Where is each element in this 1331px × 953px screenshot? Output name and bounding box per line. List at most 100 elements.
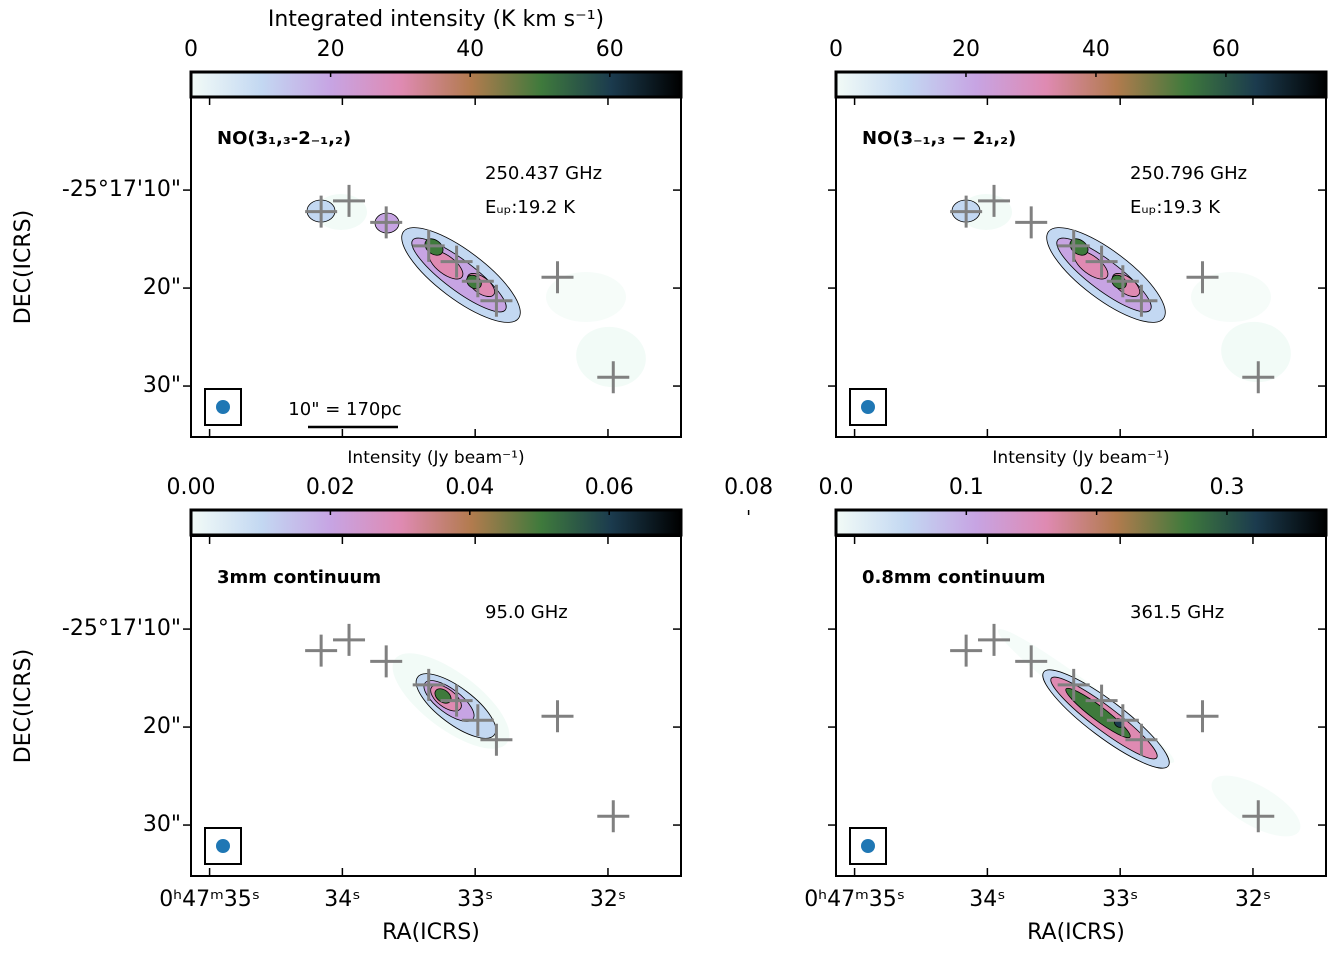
line-label: NO(3₋₁,₃ − 2₁,₂) xyxy=(862,128,1016,149)
panel-frame xyxy=(190,535,682,877)
y-tick-label: 30" xyxy=(143,373,181,398)
source-marker xyxy=(305,195,338,228)
y-tick-label: 30" xyxy=(143,812,181,837)
colorbar-tick-label: 0.02 xyxy=(306,475,355,500)
colorbar xyxy=(834,508,1328,537)
source-marker xyxy=(1085,245,1118,278)
colorbar-tick-label: 40 xyxy=(1082,37,1110,62)
frequency: 361.5 GHz xyxy=(1130,602,1224,623)
y-tick-label: 20" xyxy=(143,714,181,739)
source-marker xyxy=(1242,361,1275,394)
colorbar-label: Integrated intensity (K km s⁻¹) xyxy=(268,7,604,32)
source-marker xyxy=(597,361,630,394)
source-marker xyxy=(1015,206,1048,239)
x-axis-label: RA(ICRS) xyxy=(1027,920,1125,945)
upper-energy: Eᵤₚ:19.2 K xyxy=(485,197,576,218)
x-tick-label: 34ˢ xyxy=(969,887,1005,912)
line-label: NO(3₁,₃-2₋₁,₂) xyxy=(217,128,351,149)
source-marker xyxy=(541,261,574,294)
panel-frame xyxy=(190,96,682,438)
source-marker xyxy=(1186,700,1219,733)
scale-bar-label: 10" = 170pc xyxy=(288,399,401,420)
colorbar-tick-label: 0.04 xyxy=(445,475,494,500)
frequency: 250.437 GHz xyxy=(485,163,602,184)
emission-blob xyxy=(546,272,626,322)
source-marker xyxy=(370,206,403,239)
x-tick-label: 33ˢ xyxy=(457,887,493,912)
source-marker xyxy=(333,623,366,656)
source-marker xyxy=(1057,668,1090,701)
frequency: 250.796 GHz xyxy=(1130,163,1247,184)
x-tick-label: 32ˢ xyxy=(590,887,626,912)
beam xyxy=(861,400,875,414)
beam xyxy=(216,839,230,853)
emission-blob xyxy=(576,326,646,388)
x-tick-label: 34ˢ xyxy=(324,887,360,912)
colorbar-tick-label: 0.06 xyxy=(585,475,634,500)
emission-blob xyxy=(1221,321,1291,383)
source-marker xyxy=(412,668,445,701)
line-label: 0.8mm continuum xyxy=(862,567,1046,588)
colorbar-tick-label: 0.00 xyxy=(167,475,216,500)
emission xyxy=(997,629,1301,837)
source-marker xyxy=(978,184,1011,217)
x-tick-label: 32ˢ xyxy=(1235,887,1271,912)
beam-box xyxy=(849,827,887,865)
source-marker xyxy=(440,684,473,717)
source-marker xyxy=(1057,229,1090,262)
source-marker xyxy=(370,645,403,678)
colorbar-tick-label: 60 xyxy=(596,37,624,62)
panel-frame xyxy=(835,535,1327,877)
x-tick-label: 0ʰ47ᵐ35ˢ xyxy=(159,887,260,912)
source-marker xyxy=(978,623,1011,656)
source-marker xyxy=(412,229,445,262)
source-marker xyxy=(333,184,366,217)
source-marker xyxy=(1085,684,1118,717)
colorbar-tick-label: 0.1 xyxy=(949,475,984,500)
source-marker xyxy=(461,704,494,737)
source-marker xyxy=(1125,723,1158,756)
colorbar-tick-label: 0.3 xyxy=(1209,475,1244,500)
y-tick-label: -25°17'10" xyxy=(62,616,181,641)
beam xyxy=(216,400,230,414)
source-marker xyxy=(1106,265,1139,298)
colorbar-tick-label: 0 xyxy=(829,37,843,62)
source-marker xyxy=(597,800,630,833)
source-marker xyxy=(1106,704,1139,737)
y-tick-label: -25°17'10" xyxy=(62,177,181,202)
source-marker xyxy=(1125,284,1158,317)
x-tick-label: 33ˢ xyxy=(1102,887,1138,912)
source-marker xyxy=(950,634,983,667)
colorbar-tick-label: 0.0 xyxy=(819,475,854,500)
source-marker xyxy=(1015,645,1048,678)
x-axis-label: RA(ICRS) xyxy=(382,920,480,945)
colorbar-tick-label: 0.08 xyxy=(724,475,773,500)
beam xyxy=(861,839,875,853)
beam-box xyxy=(849,388,887,426)
colorbar-label: Intensity (Jy beam⁻¹) xyxy=(992,448,1169,468)
colorbar-tick-label: 20 xyxy=(952,37,980,62)
colorbar-tick-label: 0.2 xyxy=(1079,475,1114,500)
beam-box xyxy=(204,388,242,426)
source-marker xyxy=(1242,800,1275,833)
emission-blob xyxy=(1191,272,1271,322)
source-marker xyxy=(305,634,338,667)
colorbar-label: Intensity (Jy beam⁻¹) xyxy=(347,448,524,468)
colorbar-tick-label: 20 xyxy=(317,37,345,62)
source-marker xyxy=(950,195,983,228)
source-marker xyxy=(480,723,513,756)
colorbar xyxy=(189,70,683,99)
x-tick-label: 0ʰ47ᵐ35ˢ xyxy=(804,887,905,912)
colorbar xyxy=(189,508,683,537)
frequency: 95.0 GHz xyxy=(485,602,568,623)
source-marker xyxy=(541,700,574,733)
colorbar xyxy=(834,70,1328,99)
source-marker xyxy=(461,265,494,298)
colorbar-tick-label: 0 xyxy=(184,37,198,62)
upper-energy: Eᵤₚ:19.3 K xyxy=(1130,197,1221,218)
colorbar-tick-label: 40 xyxy=(456,37,484,62)
beam-box xyxy=(204,827,242,865)
panel-frame xyxy=(835,96,1327,438)
y-axis-label: DEC(ICRS) xyxy=(11,210,36,324)
y-axis-label: DEC(ICRS) xyxy=(11,649,36,763)
